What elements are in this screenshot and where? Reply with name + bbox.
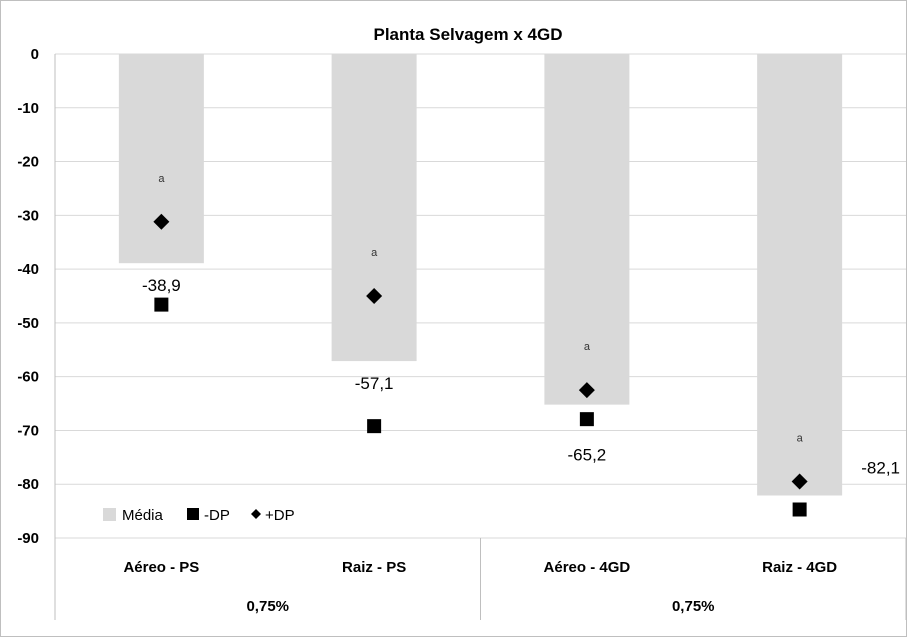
- category-label: Raiz - 4GD: [762, 559, 837, 576]
- y-tick-label: -30: [17, 207, 39, 224]
- group-label: 0,75%: [672, 598, 715, 615]
- data-label: -38,9: [142, 276, 181, 295]
- y-tick-label: -60: [17, 369, 39, 386]
- category-label: Aéreo - PS: [123, 559, 199, 576]
- data-label: -65,2: [568, 446, 607, 465]
- significance-letter: a: [584, 341, 591, 353]
- marker-minus-dp: [367, 419, 382, 434]
- bar-media: [118, 54, 204, 264]
- bar-media: [757, 54, 843, 496]
- bar-media: [331, 54, 417, 362]
- group-label: 0,75%: [246, 598, 289, 615]
- marker-plus-dp: [578, 382, 595, 399]
- y-tick-label: -80: [17, 476, 39, 493]
- legend-label: Média: [122, 507, 164, 524]
- y-tick-label: 0: [31, 46, 39, 63]
- legend: Média -DP +DP: [103, 507, 295, 524]
- legend-swatch-minus-dp: [187, 508, 199, 520]
- y-tick-label: -90: [17, 530, 39, 547]
- marker-plus-dp: [366, 288, 383, 304]
- marker-plus-dp: [153, 213, 170, 230]
- marker-minus-dp: [154, 297, 169, 312]
- significance-letter: a: [158, 173, 165, 185]
- y-tick-label: -70: [17, 422, 39, 439]
- legend-label: -DP: [204, 507, 230, 524]
- labels: Aéreo - PS Raiz - PS Aéreo - 4GD Raiz - 4GD…: [123, 173, 900, 615]
- marker-plus-dp: [791, 473, 808, 490]
- category-label: Aéreo - 4GD: [544, 559, 631, 576]
- data-label: -57,1: [355, 374, 394, 393]
- y-tick-label: -40: [17, 261, 39, 278]
- marker-minus-dp: [792, 502, 807, 517]
- chart-title: Planta Selvagem x 4GD: [374, 25, 563, 44]
- data-label: -82,1: [861, 459, 900, 478]
- axes: 0 -10 -20 -30 -40 -50 -60 -70 -80 -90: [17, 46, 907, 620]
- marker-minus-dp: [579, 412, 594, 427]
- bars: [118, 54, 843, 496]
- y-tick-label: -50: [17, 315, 39, 332]
- y-tick-label: -20: [17, 154, 39, 171]
- legend-swatch-plus-dp: [251, 509, 261, 519]
- legend-swatch-media: [103, 508, 116, 521]
- y-tick-label: -10: [17, 100, 39, 117]
- significance-letter: a: [797, 433, 804, 445]
- markers: [153, 213, 808, 517]
- significance-letter: a: [371, 247, 378, 259]
- legend-label: +DP: [265, 507, 295, 524]
- bar-media: [544, 54, 630, 405]
- category-label: Raiz - PS: [342, 559, 406, 576]
